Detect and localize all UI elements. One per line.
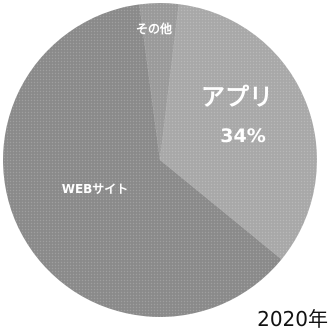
slice-label-app: アプリ [201, 83, 273, 111]
slice-value-app: 34% [220, 125, 265, 147]
pie-slice-texture-1 [3, 4, 282, 317]
period-label: 2020年 [257, 307, 328, 331]
pie-slice-texture-0 [160, 4, 318, 260]
slice-label-other: その他 [136, 21, 172, 36]
pie-slice-texture-2 [139, 2, 179, 160]
slice-label-web: WEBサイト [62, 182, 129, 196]
pie-slices [3, 2, 318, 317]
pie-labels: アプリ 34% WEBサイト その他 [62, 21, 273, 196]
